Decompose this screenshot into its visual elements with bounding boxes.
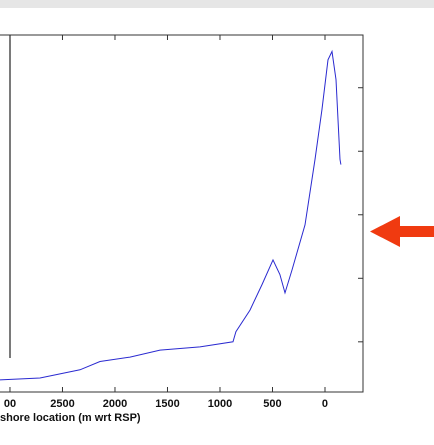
x-tick-label: 2500	[50, 398, 74, 410]
x-tick-label: 500	[263, 398, 281, 410]
x-tick-label: 2000	[103, 398, 127, 410]
red-arrow	[370, 216, 434, 247]
x-tick-label: 1500	[155, 398, 179, 410]
x-axis-label: shore location (m wrt RSP)	[0, 412, 141, 424]
plot-frame	[0, 34, 364, 393]
x-tick-label: 1000	[208, 398, 232, 410]
arrow-shaft	[395, 226, 434, 237]
x-tick-label: 0	[322, 398, 328, 410]
arrow-head	[370, 216, 400, 247]
data-line	[0, 49, 342, 381]
x-tick-label: 00	[4, 398, 16, 410]
top-strip	[0, 0, 434, 8]
